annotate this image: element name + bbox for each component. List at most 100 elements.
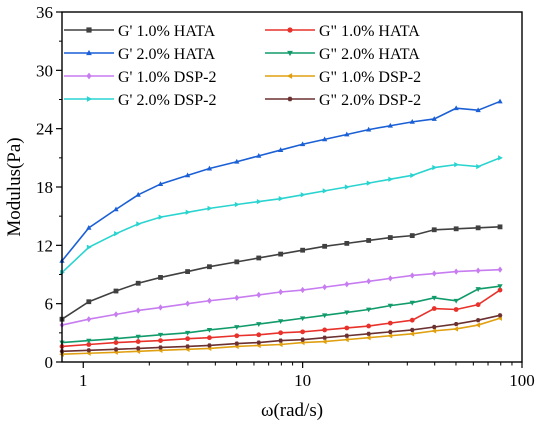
legend-label: G" 2.0% HATA (319, 46, 420, 63)
data-point (366, 323, 372, 329)
data-point (158, 338, 163, 344)
legend-item: G" 2.0% HATA (265, 46, 420, 63)
data-point (256, 332, 262, 338)
data-point (321, 338, 327, 345)
series-4 (59, 284, 503, 346)
legend-label: G' 2.0% HATA (118, 46, 216, 63)
y-tick-label: 18 (36, 178, 53, 197)
data-point (278, 251, 284, 257)
y-tick-label: 36 (36, 3, 53, 22)
y-tick-label: 12 (36, 236, 53, 255)
data-point (278, 319, 284, 325)
data-point (344, 131, 350, 137)
data-point (113, 311, 119, 318)
legend-item: G" 1.0% DSP-2 (265, 69, 421, 86)
data-point (278, 288, 284, 296)
data-point (136, 221, 142, 227)
data-point (234, 294, 240, 301)
data-point (387, 275, 393, 282)
data-point (497, 287, 503, 293)
data-point (453, 326, 459, 332)
data-point (497, 98, 503, 104)
data-point (300, 192, 306, 198)
legend-label: G' 2.0% DSP-2 (118, 92, 216, 109)
data-point (343, 336, 349, 343)
data-point (113, 347, 119, 352)
data-point (185, 344, 191, 349)
data-point (299, 141, 306, 147)
legend-item: G" 1.0% HATA (265, 23, 420, 40)
series-8 (59, 313, 503, 354)
data-point (366, 307, 372, 313)
data-point (234, 158, 240, 164)
data-point (453, 322, 459, 327)
legend-marker (287, 27, 293, 33)
data-point (207, 343, 212, 348)
data-point (453, 268, 459, 275)
data-point (475, 287, 481, 292)
data-point (113, 288, 119, 294)
data-point (234, 341, 240, 346)
data-point (113, 336, 119, 342)
data-point (256, 291, 262, 299)
legend-marker (86, 72, 92, 80)
legend-marker (286, 73, 293, 79)
series-2 (59, 287, 503, 349)
data-point (387, 329, 393, 334)
series-5 (59, 266, 503, 329)
data-point (86, 299, 92, 305)
data-point (431, 328, 437, 334)
data-point (365, 335, 371, 341)
data-point (344, 281, 350, 288)
data-point (497, 284, 503, 290)
legend-item: G' 2.0% DSP-2 (64, 92, 216, 109)
data-point (497, 224, 503, 230)
data-point (366, 278, 372, 285)
data-point (409, 118, 415, 124)
legend-label: G' 1.0% HATA (118, 23, 216, 40)
data-point (184, 330, 191, 336)
data-point (300, 337, 306, 342)
data-point (206, 165, 213, 171)
data-point (497, 266, 503, 273)
data-point (431, 227, 437, 233)
data-point (431, 306, 437, 311)
data-point (366, 331, 372, 336)
data-point (475, 107, 481, 113)
y-axis-label: Modulus(Pa) (4, 137, 25, 236)
data-point (387, 320, 393, 326)
legend-marker (86, 49, 92, 56)
data-point (256, 198, 262, 205)
data-point (256, 322, 262, 327)
data-point (431, 295, 437, 301)
data-point (135, 339, 141, 344)
data-point (387, 333, 393, 339)
data-point (135, 191, 141, 197)
data-point (300, 286, 306, 294)
data-point (388, 176, 394, 182)
data-point (387, 235, 393, 240)
legend-label: G" 2.0% DSP-2 (319, 92, 421, 109)
legend-label: G' 1.0% DSP-2 (118, 69, 216, 86)
data-point (86, 224, 92, 230)
series-3 (59, 98, 503, 263)
y-tick-label: 0 (45, 353, 54, 372)
data-point (278, 196, 284, 202)
data-point (207, 264, 212, 270)
x-tick-label: 1 (79, 371, 88, 390)
legend-item: G' 2.0% HATA (64, 46, 216, 63)
data-point (256, 340, 262, 345)
data-point (184, 172, 191, 178)
data-point (300, 247, 306, 253)
data-point (454, 161, 460, 168)
series-line (61, 100, 501, 262)
data-point (322, 243, 328, 249)
data-point (475, 318, 481, 323)
data-point (409, 233, 415, 239)
data-point (86, 342, 92, 347)
legend-label: G" 1.0% DSP-2 (319, 69, 421, 86)
y-tick-label: 30 (36, 61, 53, 80)
data-point (475, 225, 481, 231)
data-point (206, 327, 213, 333)
